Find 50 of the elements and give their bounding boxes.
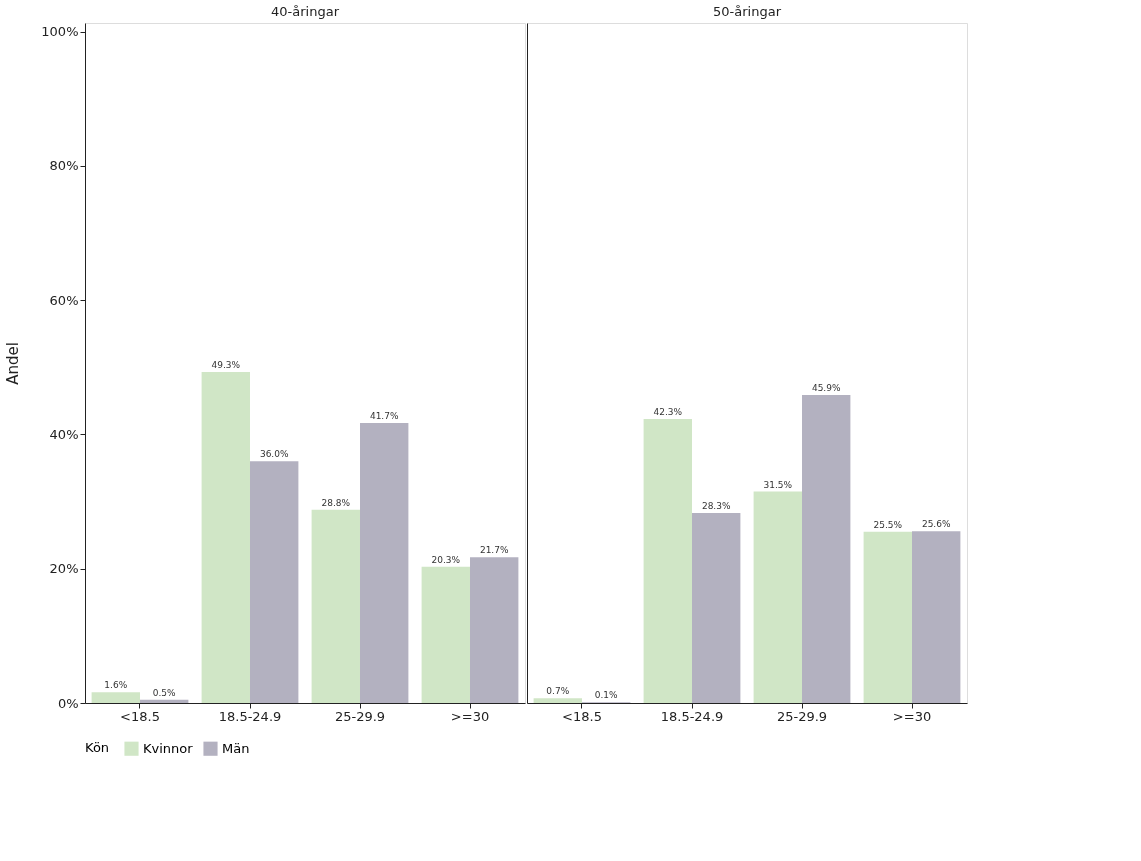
bar [912,531,961,703]
data-label: 25.5% [873,519,903,530]
data-label: 21.7% [479,545,509,556]
x-tick-label: >=30 [450,708,490,724]
data-label: 28.3% [701,501,731,512]
bar [201,372,250,703]
data-label: 49.3% [211,360,241,371]
data-label: 41.7% [369,411,399,422]
data-label: 42.3% [653,407,683,418]
data-label: 0.1% [594,690,619,701]
data-label: 45.9% [811,382,841,393]
x-tick-label: 25-29.9 [334,708,386,724]
bar [360,423,409,703]
bar [91,692,140,703]
y-tick-label: 80% [49,158,79,174]
data-label: 0.7% [546,686,570,697]
bar [470,557,519,703]
legend-label: Kvinnor [143,740,194,756]
chart-title: 40-åringar [271,4,340,19]
data-label: 0.5% [152,687,177,698]
bar [643,419,692,703]
y-axis-title: Andel [4,342,23,385]
data-label: 36.0% [259,449,289,460]
bar [753,491,802,703]
data-label: 1.6% [104,680,128,691]
legend-title: Kön [85,740,110,755]
bar [250,461,299,703]
bar [311,509,360,703]
y-tick-label: 40% [49,426,79,442]
bar [863,531,912,703]
bar [692,513,741,703]
bar [421,566,470,703]
y-tick-label: 100% [41,24,79,40]
chart-title: 50-åringar [713,4,782,19]
bar [533,698,582,703]
data-label: 31.5% [763,479,793,490]
x-tick-label: 18.5-24.9 [660,708,724,724]
data-label: 20.3% [431,554,461,565]
x-tick-label: <18.5 [120,708,160,724]
x-tick-label: 25-29.9 [776,708,828,724]
bar [802,394,851,703]
x-tick-label: <18.5 [562,708,602,724]
y-tick-label: 20% [49,561,79,577]
legend-label: Män [222,740,250,756]
y-tick-label: 60% [49,292,79,308]
y-tick-label: 0% [57,695,79,711]
data-label: 25.6% [921,519,951,530]
x-tick-label: >=30 [892,708,932,724]
data-label: 28.8% [321,497,351,508]
x-tick-label: 18.5-24.9 [218,708,282,724]
